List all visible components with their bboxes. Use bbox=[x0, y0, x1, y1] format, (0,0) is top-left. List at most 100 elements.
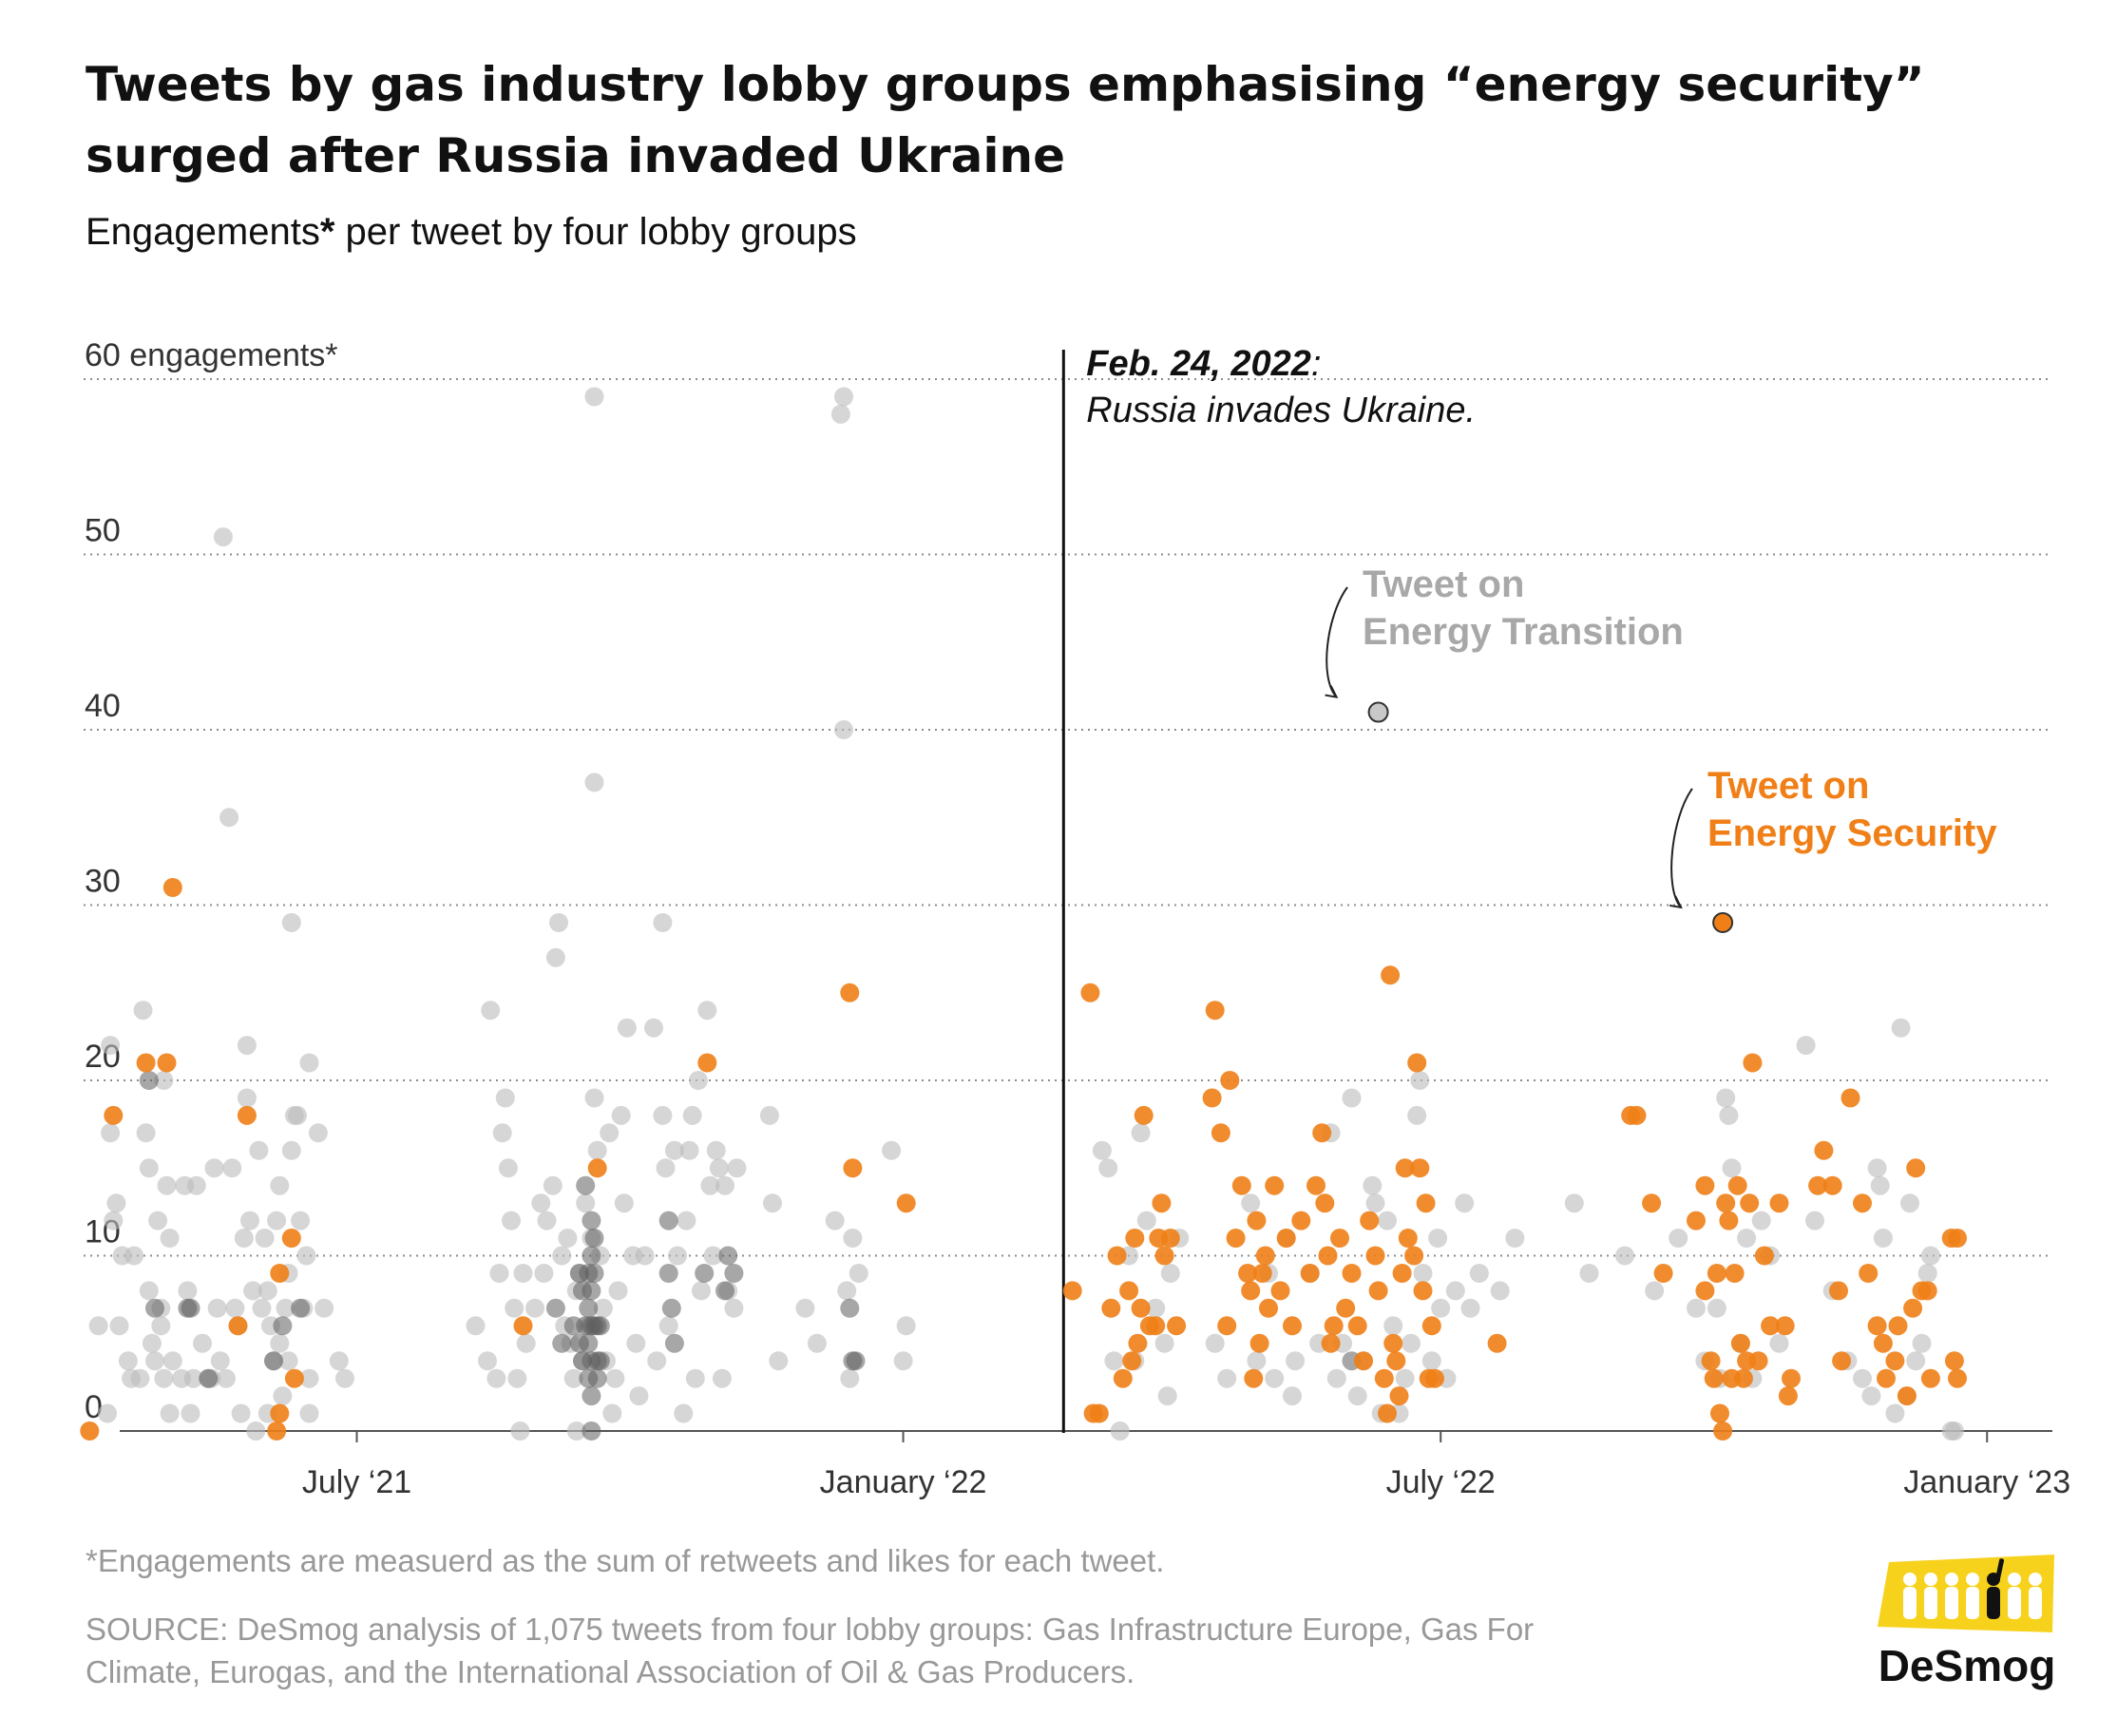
data-point bbox=[1906, 1351, 1926, 1371]
data-point bbox=[893, 1351, 913, 1371]
data-point bbox=[1719, 1105, 1739, 1125]
y-tick-label: 50 bbox=[85, 513, 121, 549]
data-point bbox=[1131, 1123, 1151, 1143]
data-point bbox=[584, 1264, 604, 1283]
data-point bbox=[1725, 1264, 1745, 1283]
data-point bbox=[1160, 1229, 1180, 1248]
data-point bbox=[199, 1368, 219, 1388]
data-point bbox=[584, 1088, 604, 1108]
annotation-label: Energy Security bbox=[1707, 812, 1997, 854]
data-point bbox=[1870, 1175, 1890, 1195]
data-point bbox=[700, 1175, 720, 1195]
data-point bbox=[644, 1018, 663, 1038]
data-point bbox=[267, 1421, 287, 1440]
data-point bbox=[587, 1158, 607, 1178]
data-point bbox=[611, 1105, 631, 1125]
data-point bbox=[1098, 1158, 1118, 1178]
data-point bbox=[273, 1316, 293, 1336]
data-point bbox=[246, 1421, 266, 1440]
data-point bbox=[1202, 1088, 1222, 1108]
data-point bbox=[846, 1351, 866, 1371]
data-point bbox=[178, 1281, 198, 1301]
data-point bbox=[563, 1368, 583, 1388]
annotation-arrowhead bbox=[1325, 685, 1339, 698]
data-point bbox=[252, 1298, 272, 1318]
data-point bbox=[1398, 1229, 1418, 1248]
data-point bbox=[709, 1158, 729, 1178]
data-point bbox=[1707, 1298, 1726, 1318]
data-point bbox=[204, 1158, 224, 1178]
data-point bbox=[1154, 1246, 1174, 1266]
data-point bbox=[183, 1368, 203, 1388]
data-point bbox=[549, 913, 568, 932]
data-point bbox=[724, 1298, 744, 1318]
data-point bbox=[843, 1229, 863, 1248]
data-point bbox=[1092, 1140, 1112, 1160]
data-point bbox=[1363, 1175, 1383, 1195]
logo-text: DeSmog bbox=[1878, 1641, 2056, 1690]
data-point bbox=[715, 1281, 734, 1301]
desmog-logo: DeSmog bbox=[1872, 1551, 2062, 1693]
data-point bbox=[769, 1351, 789, 1371]
data-point bbox=[133, 1001, 153, 1021]
data-point bbox=[1814, 1140, 1834, 1160]
data-point bbox=[466, 1316, 486, 1336]
data-point bbox=[1238, 1264, 1258, 1283]
data-point bbox=[558, 1229, 578, 1248]
data-point bbox=[139, 1071, 159, 1090]
data-point bbox=[682, 1105, 702, 1125]
data-point bbox=[582, 1246, 601, 1266]
data-point bbox=[1410, 1158, 1430, 1178]
data-point bbox=[1627, 1105, 1647, 1125]
data-point bbox=[1089, 1403, 1109, 1423]
data-point bbox=[1710, 1403, 1729, 1423]
data-point bbox=[1160, 1264, 1180, 1283]
data-point bbox=[653, 1105, 673, 1125]
data-point bbox=[281, 1140, 301, 1160]
data-point bbox=[1252, 1264, 1272, 1283]
data-point bbox=[1146, 1298, 1166, 1318]
data-point bbox=[98, 1403, 117, 1423]
data-point bbox=[240, 1211, 259, 1230]
data-point bbox=[1704, 1368, 1724, 1388]
data-point bbox=[207, 1298, 227, 1318]
data-point bbox=[587, 1140, 607, 1160]
data-point bbox=[1840, 1088, 1860, 1108]
event-description-label: Russia invades Ukraine. bbox=[1086, 391, 1476, 430]
data-point bbox=[695, 1264, 715, 1283]
data-point bbox=[145, 1351, 164, 1371]
data-point bbox=[237, 1105, 257, 1125]
data-point bbox=[1383, 1316, 1403, 1336]
data-point bbox=[1330, 1229, 1349, 1248]
data-point bbox=[1134, 1105, 1154, 1125]
data-point bbox=[1615, 1246, 1634, 1266]
data-point bbox=[840, 1368, 860, 1388]
data-point bbox=[584, 387, 604, 407]
data-point bbox=[582, 1211, 601, 1230]
data-point bbox=[1861, 1386, 1881, 1406]
data-point bbox=[1829, 1281, 1848, 1301]
data-point bbox=[160, 1229, 180, 1248]
data-point bbox=[1152, 1193, 1172, 1213]
data-point bbox=[1737, 1229, 1757, 1248]
data-point bbox=[507, 1368, 527, 1388]
data-point bbox=[249, 1140, 269, 1160]
data-point bbox=[1859, 1264, 1879, 1283]
data-point bbox=[1146, 1316, 1166, 1336]
data-point bbox=[1948, 1229, 1967, 1248]
data-point bbox=[1306, 1175, 1326, 1195]
data-point bbox=[145, 1298, 164, 1318]
data-point bbox=[1101, 1298, 1121, 1318]
data-point bbox=[763, 1193, 782, 1213]
data-point bbox=[505, 1298, 524, 1318]
data-point bbox=[329, 1351, 349, 1371]
data-point bbox=[1912, 1333, 1932, 1353]
data-point bbox=[1407, 1105, 1427, 1125]
data-point bbox=[1324, 1316, 1344, 1336]
data-point bbox=[1231, 1175, 1251, 1195]
annotation-arrow bbox=[1670, 788, 1693, 908]
data-point bbox=[1722, 1158, 1742, 1178]
annotation-label: Energy Transition bbox=[1363, 611, 1684, 653]
data-point bbox=[1413, 1281, 1433, 1301]
data-point bbox=[148, 1211, 168, 1230]
